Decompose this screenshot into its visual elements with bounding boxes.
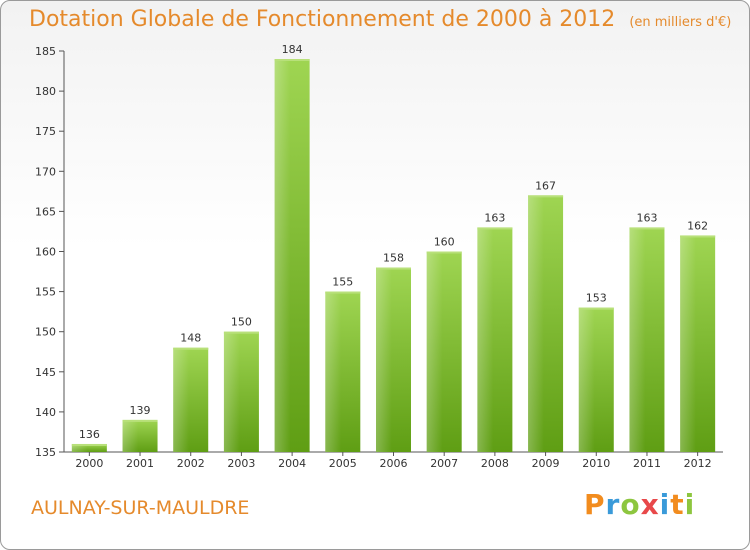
bar-top-edge: [629, 227, 665, 230]
bar-highlight: [122, 419, 139, 452]
bar-top-edge: [376, 267, 411, 270]
bar-value-label: 162: [687, 219, 708, 232]
bar: [71, 443, 107, 452]
bar-top-edge: [680, 235, 716, 238]
bar-value-label: 160: [434, 236, 455, 249]
location-label: AULNAY-SUR-MAULDRE: [31, 497, 250, 519]
bar-value-label: 155: [332, 276, 353, 289]
logo-letter: t: [670, 488, 685, 521]
bar-value-label: 163: [484, 211, 505, 224]
chart-title-text: Dotation Globale de Fonctionnement de 20…: [29, 7, 616, 32]
bar-highlight: [680, 235, 696, 452]
bar-highlight: [376, 267, 392, 452]
bar-highlight: [426, 251, 443, 452]
bar-highlight: [325, 291, 342, 452]
axes: 135 140 145 150 155 160 165 170 175 180 185 2000 200…: [35, 45, 723, 470]
x-tick-label: 2010: [582, 457, 610, 470]
y-tick-label: 140: [35, 406, 56, 419]
bar-top-edge: [122, 419, 158, 422]
bar-top-edge: [528, 195, 564, 198]
bar-highlight: [477, 227, 494, 452]
bar-value-label: 148: [180, 332, 201, 345]
bar-highlight: [274, 59, 291, 453]
bar-value-label: 158: [383, 252, 404, 265]
x-tick-label: 2009: [532, 457, 560, 470]
bar-highlight: [578, 307, 595, 452]
logo-letter: r: [605, 488, 621, 521]
proxiti-logo: Proxiti: [584, 488, 695, 521]
x-tick-label: 2008: [481, 457, 509, 470]
chart-subtitle: (en milliers d'€): [629, 15, 732, 30]
bar-top-edge: [173, 347, 209, 350]
bar-value-label: 136: [79, 428, 100, 441]
bar-top-edge: [578, 307, 614, 310]
bar-top-edge: [274, 59, 310, 62]
x-tick-label: 2011: [633, 457, 661, 470]
bar-value-label: 163: [636, 211, 657, 224]
bar-value-label: 153: [586, 292, 607, 305]
bar-top-edge: [426, 251, 462, 254]
logo-letter: P: [584, 488, 606, 521]
logo-letter: i: [659, 488, 671, 521]
y-tick-label: 145: [35, 366, 56, 379]
y-tick-label: 175: [35, 125, 56, 138]
bar-highlight: [528, 195, 544, 453]
chart-title: Dotation Globale de Fonctionnement de 20…: [29, 7, 731, 32]
x-tick-label: 2001: [126, 457, 154, 470]
x-tick-label: 2007: [430, 457, 458, 470]
x-tick-label: 2002: [177, 457, 205, 470]
logo-letter: i: [684, 488, 696, 521]
y-tick-label: 165: [35, 205, 56, 218]
x-tick-label: 2000: [75, 457, 103, 470]
bar-top-edge: [325, 291, 361, 294]
bars: 136 139 148 150 184 155 158 160 163 167 153 163 162: [71, 43, 716, 453]
bar-value-label: 139: [130, 404, 151, 417]
y-tick-label: 155: [35, 286, 56, 299]
y-tick-label: 160: [35, 246, 56, 259]
bar-value-label: 184: [282, 43, 303, 56]
x-tick-label: 2006: [380, 457, 408, 470]
bar-top-edge: [223, 331, 259, 334]
x-tick-label: 2005: [329, 457, 357, 470]
y-tick-label: 170: [35, 165, 56, 178]
x-tick-label: 2004: [278, 457, 306, 470]
bar-highlight: [223, 331, 240, 452]
x-tick-label: 2003: [227, 457, 255, 470]
bar-top-edge: [71, 443, 107, 446]
bar-top-edge: [477, 227, 513, 230]
y-tick-label: 185: [35, 45, 56, 58]
bar-highlight: [629, 227, 646, 452]
y-tick-label: 150: [35, 326, 56, 339]
bar-highlight: [173, 347, 189, 452]
bar-highlight: [71, 443, 88, 452]
logo-letter: o: [620, 488, 641, 521]
y-tick-label: 135: [35, 446, 56, 459]
logo-letter: x: [640, 488, 660, 521]
y-tick-label: 180: [35, 85, 56, 98]
bar-value-label: 167: [535, 179, 556, 192]
x-tick-label: 2012: [684, 457, 712, 470]
bar-value-label: 150: [231, 316, 252, 329]
